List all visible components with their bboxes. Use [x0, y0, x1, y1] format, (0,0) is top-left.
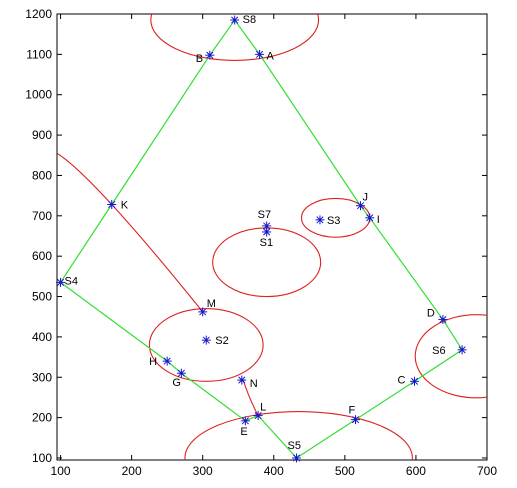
y-tick-label: 400 [32, 330, 52, 344]
marker-f [351, 415, 361, 425]
y-tick-label: 1000 [25, 88, 52, 102]
marker-stroke [356, 202, 365, 210]
marker-stroke [177, 369, 185, 377]
marker-stroke [292, 454, 301, 462]
marker-stroke [231, 16, 239, 24]
point-label-s4: S4 [65, 275, 78, 287]
marker-e [240, 416, 250, 426]
point-label-c: C [398, 374, 406, 386]
marker-c [410, 376, 420, 386]
y-tick-label: 300 [32, 370, 52, 384]
x-tick-label: 400 [264, 464, 284, 478]
point-label-j: J [362, 192, 368, 204]
marker-m [198, 307, 208, 317]
point-label-a: A [267, 50, 275, 62]
marker-stroke [206, 51, 214, 59]
marker-stroke [316, 216, 324, 224]
y-tick-label: 800 [32, 168, 52, 182]
marker-s4 [56, 277, 66, 287]
point-label-i: I [377, 214, 380, 226]
marker-n [237, 375, 247, 385]
point-label-s7: S7 [258, 209, 271, 221]
marker-l [253, 411, 263, 421]
point-label-e: E [240, 426, 247, 438]
marker-stroke [254, 412, 262, 420]
y-tick-label: 200 [32, 411, 52, 425]
marker-stroke [351, 416, 360, 424]
marker-stroke [410, 377, 419, 385]
point-label-b: B [196, 53, 203, 65]
point-label-s3: S3 [327, 215, 340, 227]
marker-s2 [201, 335, 211, 345]
red-circle [148, 308, 264, 382]
point-labels: S8 A B JI K S7 S3 S1 S4 M D S2 S6 H G N C L F E S5 [65, 14, 446, 452]
marker-stroke [199, 308, 207, 316]
marker-stroke [263, 222, 271, 230]
y-tick-label: 500 [32, 290, 52, 304]
point-label-h: H [149, 356, 157, 368]
point-label-s5: S5 [288, 440, 301, 452]
y-tick-label: 1100 [26, 47, 52, 61]
y-tick-label: 700 [32, 209, 52, 223]
point-label-l: L [260, 402, 266, 414]
marker-stroke [163, 357, 171, 365]
marker-stroke [458, 346, 466, 354]
marker-stroke [202, 336, 210, 344]
point-label-s8: S8 [243, 14, 256, 26]
point-label-s6: S6 [432, 345, 445, 357]
point-label-f: F [349, 405, 356, 417]
marker-stroke [366, 214, 374, 222]
point-label-s2: S2 [215, 335, 228, 347]
red-circle [150, 14, 320, 61]
point-label-d: D [427, 308, 435, 320]
x-tick-label: 500 [335, 464, 355, 478]
marker-b [205, 50, 215, 60]
marker-a [255, 49, 265, 59]
marker-s7 [262, 221, 272, 231]
marker-g [176, 368, 186, 378]
marker-s1 [262, 227, 272, 237]
x-tick-label: 200 [122, 464, 142, 478]
point-label-m: M [207, 298, 216, 310]
marker-j [355, 201, 365, 211]
marker-stroke [238, 376, 246, 384]
marker-i [365, 213, 375, 223]
point-label-s1: S1 [260, 237, 273, 249]
marker-stroke [256, 50, 264, 58]
marker-stroke [108, 200, 116, 209]
marker-s6 [457, 345, 467, 355]
marker-s8 [230, 15, 240, 25]
x-tick-label: 100 [51, 464, 71, 478]
marker-s3 [315, 215, 325, 225]
marker-k [107, 200, 117, 210]
y-tick-label: 900 [32, 128, 52, 142]
y-tick-label: 100 [32, 451, 52, 465]
point-label-k: K [121, 200, 129, 212]
x-tick-label: 600 [406, 464, 426, 478]
marker-stroke [263, 228, 271, 236]
x-tick-label: 300 [193, 464, 213, 478]
axes-frame [56, 13, 488, 461]
point-markers [56, 15, 467, 463]
marker-stroke [57, 278, 65, 286]
marker-stroke [439, 315, 447, 324]
axis-ticks: 100 200 300 400 500 600 700 100 200 300 400 500 600 7… [25, 7, 497, 478]
marker-d [438, 315, 448, 325]
marker-h [162, 356, 172, 366]
red-circle [414, 314, 487, 399]
red-circle [184, 411, 413, 460]
marker-s5 [292, 453, 302, 463]
x-tick-label: 700 [477, 464, 497, 478]
marker-stroke [241, 417, 249, 425]
point-label-n: N [250, 378, 258, 390]
point-label-g: G [172, 377, 181, 389]
plot-frame [56, 13, 488, 461]
y-tick-label: 600 [32, 249, 52, 263]
y-tick-label: 1200 [25, 7, 52, 21]
